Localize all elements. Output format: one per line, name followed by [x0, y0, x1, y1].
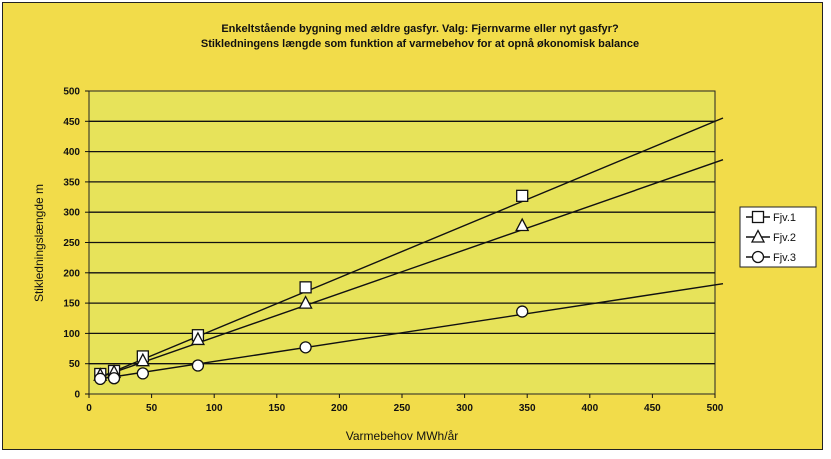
x-tick-label: 300: [456, 403, 473, 414]
x-tick-label: 450: [644, 403, 661, 414]
legend-label-fjv-3: Fjv.3: [773, 252, 796, 264]
y-tick-label: 400: [63, 147, 80, 158]
x-axis-title: Varmebehov MWh/år: [346, 429, 458, 443]
data-point-fjv-3: [94, 372, 107, 386]
x-tick-label: 350: [519, 403, 536, 414]
y-tick-label: 450: [63, 117, 80, 128]
x-tick-label: 50: [146, 403, 158, 414]
legend-label-fjv-1: Fjv.1: [773, 212, 796, 224]
trend-line-fjv-3: [100, 283, 724, 380]
x-tick-label: 100: [206, 403, 223, 414]
data-point-fjv-2: [515, 217, 530, 232]
data-markers: [93, 189, 530, 386]
legend-label-fjv-2: Fjv.2: [773, 232, 796, 244]
x-tick-label: 200: [331, 403, 348, 414]
legend-marker-fjv-1: [751, 210, 765, 224]
data-point-fjv-1: [516, 189, 529, 202]
y-tick-label: 350: [63, 177, 80, 188]
y-tick-label: 500: [63, 87, 80, 98]
tick-labels: 0 50 100 150 200 250 300 350 400 450 500 0 50 100 150 2…: [63, 87, 723, 415]
x-tick-label: 150: [268, 403, 285, 414]
legend-marker-fjv-3: [751, 250, 765, 264]
y-axis-title: Stikledningslængde m: [32, 184, 46, 302]
x-tick-label: 0: [86, 403, 92, 414]
y-tick-label: 300: [63, 208, 80, 219]
chart-title-line-2: Stikledningens længde som funktion af va…: [201, 38, 639, 50]
data-point-fjv-2: [298, 295, 313, 309]
y-tick-label: 100: [63, 329, 80, 340]
data-point-fjv-2: [135, 352, 150, 367]
y-tick-label: 250: [63, 238, 80, 249]
y-tick-label: 50: [69, 359, 81, 370]
x-tick-label: 400: [581, 403, 598, 414]
legend: Fjv.1 Fjv.2 Fjv.3: [746, 210, 796, 264]
y-tick-label: 0: [74, 390, 80, 401]
y-tick-label: 150: [63, 299, 80, 310]
x-tick-label: 500: [707, 403, 724, 414]
axes: [85, 90, 716, 398]
y-tick-label: 200: [63, 268, 80, 279]
data-point-fjv-3: [299, 341, 312, 354]
legend-marker-fjv-2: [750, 229, 766, 243]
data-point-fjv-3: [191, 359, 205, 372]
data-point-fjv-1: [299, 281, 312, 294]
data-point-fjv-3: [107, 372, 121, 385]
data-point-fjv-3: [516, 305, 529, 318]
chart-title-line-1: Enkeltstående bygning med ældre gasfyr. …: [221, 23, 619, 35]
data-point-fjv-3: [136, 367, 149, 380]
data-point-fjv-2: [190, 331, 205, 346]
x-tick-label: 250: [394, 403, 411, 414]
